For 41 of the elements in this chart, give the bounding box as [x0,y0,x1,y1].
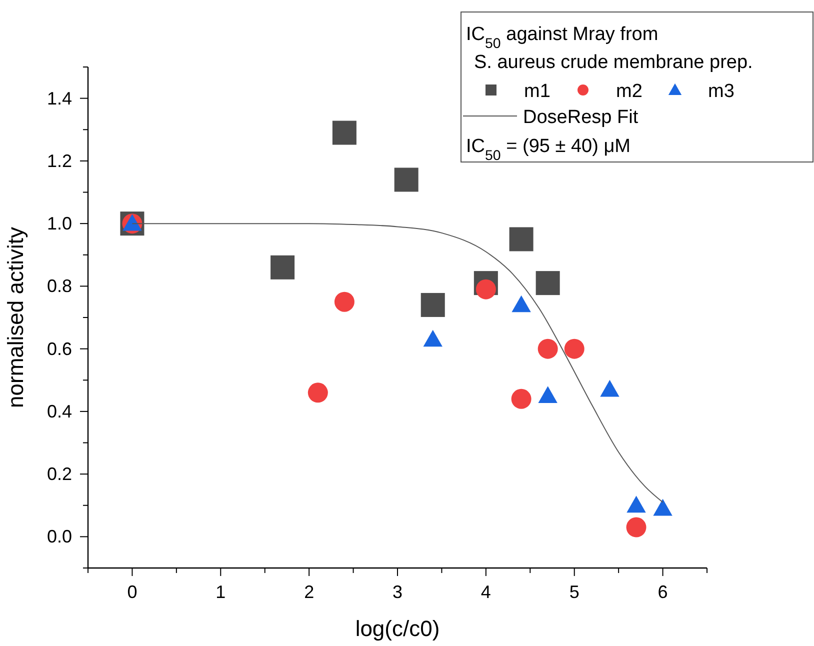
legend-label: m3 [708,81,734,102]
y-tick-label: 0.6 [46,338,72,359]
point [423,330,442,347]
point [511,388,532,409]
y-tick-label: 1.4 [46,88,72,108]
point [653,498,672,516]
legend-title: IC$_{50}$ against Mray from S. aureus crude membrane prep. [466,24,753,73]
legend-label: m1 [524,81,550,102]
point [308,382,328,403]
x-tick-label: 4 [480,582,491,602]
x-axis-title: log(c/c0) [355,616,440,641]
legend-label: m2 [616,81,642,102]
y-axis-title: normalised activity [3,227,28,408]
point [538,386,558,403]
y-tick-label: 0.8 [46,276,72,296]
point [600,380,620,397]
x-tick-label: 0 [127,582,138,602]
x-tick-label: 6 [658,582,668,602]
point [626,496,646,513]
point [509,227,534,252]
point [420,292,445,317]
x-tick-label: 5 [569,582,580,602]
point [332,120,356,145]
x-tick-label: 1 [216,582,226,602]
y-tick-label: 1.0 [46,214,72,234]
point [536,271,560,296]
point [626,517,646,538]
point [564,338,584,359]
point [270,255,295,280]
x-tick-label: 2 [304,582,314,602]
y-tick-label: 0.2 [46,464,72,484]
y-tick-label: 0.0 [46,526,72,547]
annotation: IC$_{50}$ = (95 ± 40) μM [466,136,630,164]
y-tick-label: 0.4 [46,401,72,422]
y-tick-label: 1.2 [46,150,72,171]
x-tick-label: 3 [392,582,403,602]
point [538,338,558,359]
point [512,295,531,312]
legend-label: DoseResp Fit [523,107,639,128]
point [334,292,354,312]
point [394,168,418,192]
